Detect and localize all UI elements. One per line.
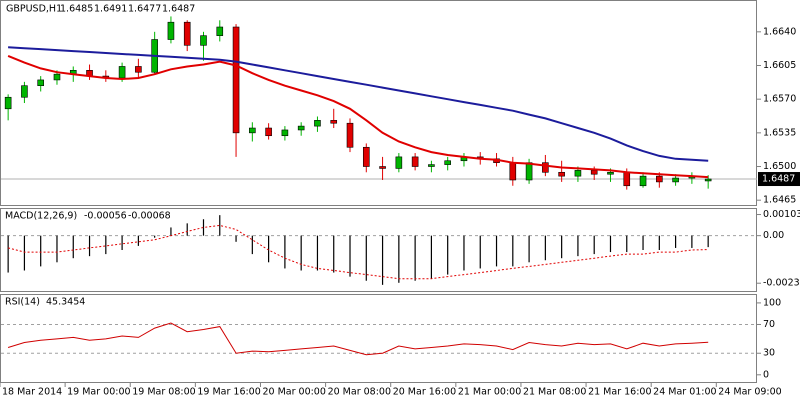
- candle-body: [232, 26, 240, 134]
- candle-body: [118, 66, 126, 79]
- x-tick-label: 19 Mar 08:00: [132, 387, 195, 398]
- macd-signal-value: -0.00068: [128, 211, 171, 222]
- candle-body: [4, 96, 12, 110]
- candle-body: [362, 146, 370, 167]
- y-tick-label: 1.6535: [763, 127, 796, 138]
- last-low: 1.6477: [128, 4, 161, 15]
- x-tick-label: 21 Mar 16:00: [588, 387, 651, 398]
- candle-body: [297, 125, 305, 131]
- x-tick-label: 24 Mar 09:00: [718, 387, 781, 398]
- price-panel: [0, 0, 757, 206]
- candle-body: [330, 120, 338, 124]
- rsi-panel: [0, 294, 757, 383]
- candle-body: [167, 21, 175, 40]
- candle-body: [509, 162, 517, 181]
- candle-body: [590, 170, 598, 175]
- y-tick-label: 0: [763, 369, 769, 380]
- candle-body: [623, 171, 631, 187]
- y-tick-label: 1.6640: [763, 26, 796, 37]
- y-tick-label: 0.00: [763, 230, 784, 241]
- candle-body: [607, 171, 614, 175]
- y-tick-label: 1.6570: [763, 94, 796, 105]
- candle-body: [395, 156, 403, 169]
- last-high: 1.6491: [94, 4, 127, 15]
- candle-body: [444, 160, 451, 165]
- candle-body: [542, 162, 549, 173]
- candle-body: [135, 66, 142, 73]
- candle-body: [53, 73, 61, 81]
- x-tick-label: 20 Mar 08:00: [328, 387, 391, 398]
- candle-body: [574, 170, 582, 177]
- moving-average: [8, 46, 709, 162]
- last-open: 1.6485: [60, 4, 93, 15]
- y-tick-label: 100: [763, 297, 781, 308]
- x-tick-label: 19 Mar 16:00: [197, 387, 260, 398]
- candle-body: [346, 122, 354, 148]
- rsi-value: 45.3454: [46, 297, 85, 308]
- candle-body: [216, 26, 224, 36]
- x-tick-label: 20 Mar 16:00: [393, 387, 456, 398]
- rsi-title: RSI(14): [5, 297, 40, 308]
- x-tick-label: 20 Mar 00:00: [262, 387, 325, 398]
- macd-panel: [0, 208, 757, 292]
- candle-body: [525, 162, 533, 181]
- marks: [1, 16, 757, 356]
- y-tick-label: 1.6465: [763, 195, 796, 206]
- macd-main-value: -0.00056: [84, 211, 127, 222]
- candle-body: [200, 35, 207, 46]
- chart-title: GBPUSD,H1: [6, 4, 62, 15]
- candle-body: [314, 120, 321, 127]
- rsi-line: [7, 322, 709, 356]
- x-tick-label: 21 Mar 08:00: [523, 387, 586, 398]
- candle-body: [249, 127, 256, 134]
- candle-body: [183, 21, 191, 46]
- candle-body: [656, 175, 663, 183]
- macd-title: MACD(12,26,9): [5, 211, 77, 222]
- last-price-label: 1.6487: [762, 174, 795, 185]
- last-close: 1.6487: [162, 4, 195, 15]
- candle-body: [672, 177, 679, 183]
- last-price-box: [758, 172, 800, 187]
- moving-average: [7, 54, 709, 179]
- candle-body: [265, 127, 272, 137]
- candle-body: [428, 164, 435, 167]
- candle-body: [37, 79, 44, 87]
- y-tick-label: -0.00232: [763, 278, 800, 289]
- candle-body: [21, 85, 28, 98]
- y-tick-label: 1.6500: [763, 161, 796, 172]
- candle-body: [558, 171, 565, 177]
- x-tick-label: 19 Mar 00:00: [67, 387, 130, 398]
- candle-body: [704, 178, 712, 182]
- y-tick-label: 1.6605: [763, 60, 796, 71]
- candle-body: [281, 129, 289, 137]
- x-tick-label: 18 Mar 2014: [2, 387, 62, 398]
- candle-body: [379, 166, 386, 169]
- candle-body: [639, 175, 647, 187]
- y-tick-label: 30: [763, 348, 775, 359]
- y-tick-label: 70: [763, 319, 775, 330]
- signal-line: [7, 224, 709, 280]
- x-tick-label: 21 Mar 00:00: [458, 387, 521, 398]
- x-tick-label: 24 Mar 01:00: [653, 387, 716, 398]
- candle-body: [411, 156, 419, 167]
- y-tick-label: 0.00103: [763, 209, 800, 220]
